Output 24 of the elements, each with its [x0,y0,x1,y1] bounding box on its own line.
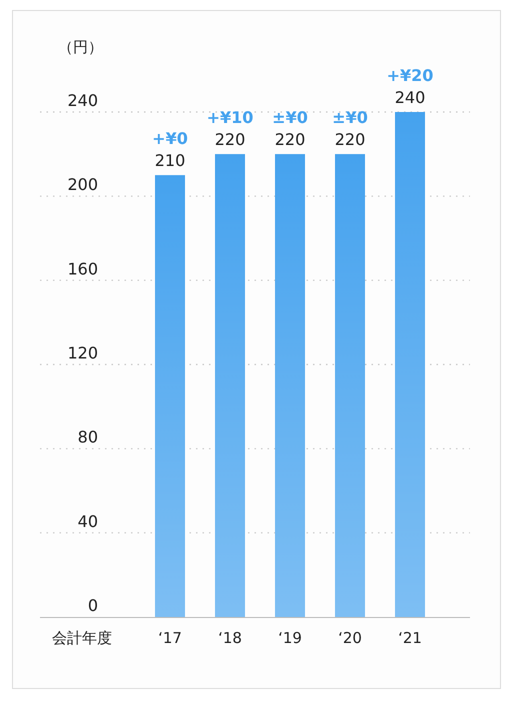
annotation: +¥10 [206,108,254,128]
x-tick-label: ‘19 [278,629,302,647]
data-label: 220 [214,130,246,150]
x-tick-label: ‘20 [338,629,362,647]
y-tick-label: 40 [78,512,98,531]
x-tick-label: ‘18 [218,629,242,647]
x-axis-title: 会計年度 [52,629,112,647]
data-label: 220 [274,130,306,150]
annotation: +¥20 [386,66,434,85]
y-tick-label: 240 [67,91,98,110]
y-tick-label: 80 [78,428,98,447]
data-label: 240 [394,88,426,107]
data-label: 220 [334,130,366,150]
y-tick-label: 120 [67,344,98,362]
x-tick-label: ‘21 [398,629,422,647]
annotation: ±¥0 [272,108,308,128]
y-tick-label: 160 [67,259,98,278]
y-tick-label: 200 [67,175,98,194]
y-axis-title: （円） [58,38,103,56]
y-tick-label: 0 [88,596,98,615]
annotation: +¥0 [152,129,188,148]
data-label: 210 [154,151,186,170]
x-tick-label: ‘17 [158,629,182,647]
annotation: ±¥0 [332,108,368,128]
